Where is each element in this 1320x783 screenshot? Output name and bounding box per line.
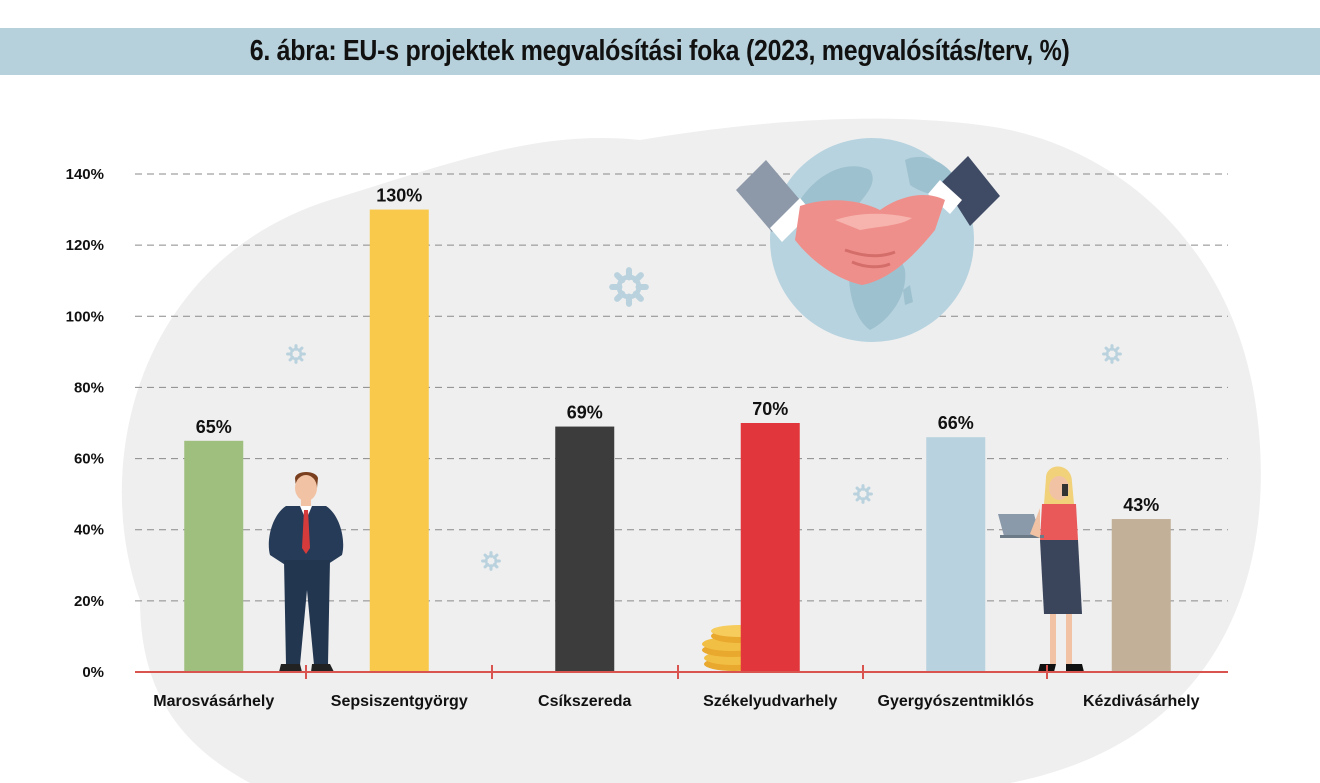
chart-title: 6. ábra: EU-s projektek megvalósítási fo… bbox=[250, 35, 1070, 67]
title-band: 6. ábra: EU-s projektek megvalósítási fo… bbox=[0, 28, 1320, 75]
gear-icons bbox=[286, 267, 1122, 571]
data-label: 70% bbox=[752, 399, 788, 419]
data-label: 130% bbox=[376, 186, 422, 206]
data-label: 66% bbox=[938, 413, 974, 433]
businessman-illustration bbox=[268, 472, 344, 672]
data-label: 69% bbox=[567, 403, 603, 423]
y-tick-label: 80% bbox=[74, 379, 104, 396]
gear-body bbox=[484, 554, 498, 568]
bar bbox=[740, 423, 800, 672]
y-tick-label: 120% bbox=[66, 237, 104, 254]
category-label: Székelyudvarhely bbox=[703, 693, 837, 710]
y-tick-label: 40% bbox=[74, 522, 104, 539]
bar bbox=[926, 437, 986, 672]
gear-icon bbox=[1102, 344, 1122, 364]
gear-icon bbox=[609, 267, 649, 307]
businesswoman-illustration bbox=[998, 466, 1084, 672]
gear-icon bbox=[481, 551, 501, 571]
bar bbox=[1111, 519, 1171, 672]
axes: 0% 20% 40% 60% 80% 100% 120% 140% 65% Marosvásárh… bbox=[66, 166, 1228, 710]
gear-icon bbox=[286, 344, 306, 364]
bar bbox=[369, 209, 429, 673]
category-label: Gyergyószentmiklós bbox=[878, 693, 1035, 710]
bar bbox=[184, 440, 244, 672]
y-tick-label: 140% bbox=[66, 166, 104, 183]
category-label: Sepsiszentgyörgy bbox=[331, 693, 468, 710]
bar bbox=[555, 426, 615, 672]
category-label: Marosvásárhely bbox=[153, 693, 274, 710]
y-tick-label: 60% bbox=[74, 451, 104, 468]
gear-body bbox=[616, 274, 642, 300]
category-label: Csíkszereda bbox=[538, 693, 631, 710]
y-tick-label: 100% bbox=[66, 308, 104, 325]
gear-body bbox=[289, 347, 303, 361]
data-label: 43% bbox=[1123, 495, 1159, 515]
gear-body bbox=[1105, 347, 1119, 361]
handshake-globe-illustration bbox=[736, 138, 1000, 342]
bars bbox=[184, 209, 1171, 673]
category-label: Kézdivásárhely bbox=[1083, 693, 1200, 710]
gear-icon bbox=[853, 484, 873, 504]
y-tick-label: 20% bbox=[74, 593, 104, 610]
background-blob bbox=[121, 118, 1261, 783]
y-tick-label: 0% bbox=[82, 664, 104, 681]
gear-body bbox=[856, 487, 870, 501]
data-label: 65% bbox=[196, 417, 232, 437]
